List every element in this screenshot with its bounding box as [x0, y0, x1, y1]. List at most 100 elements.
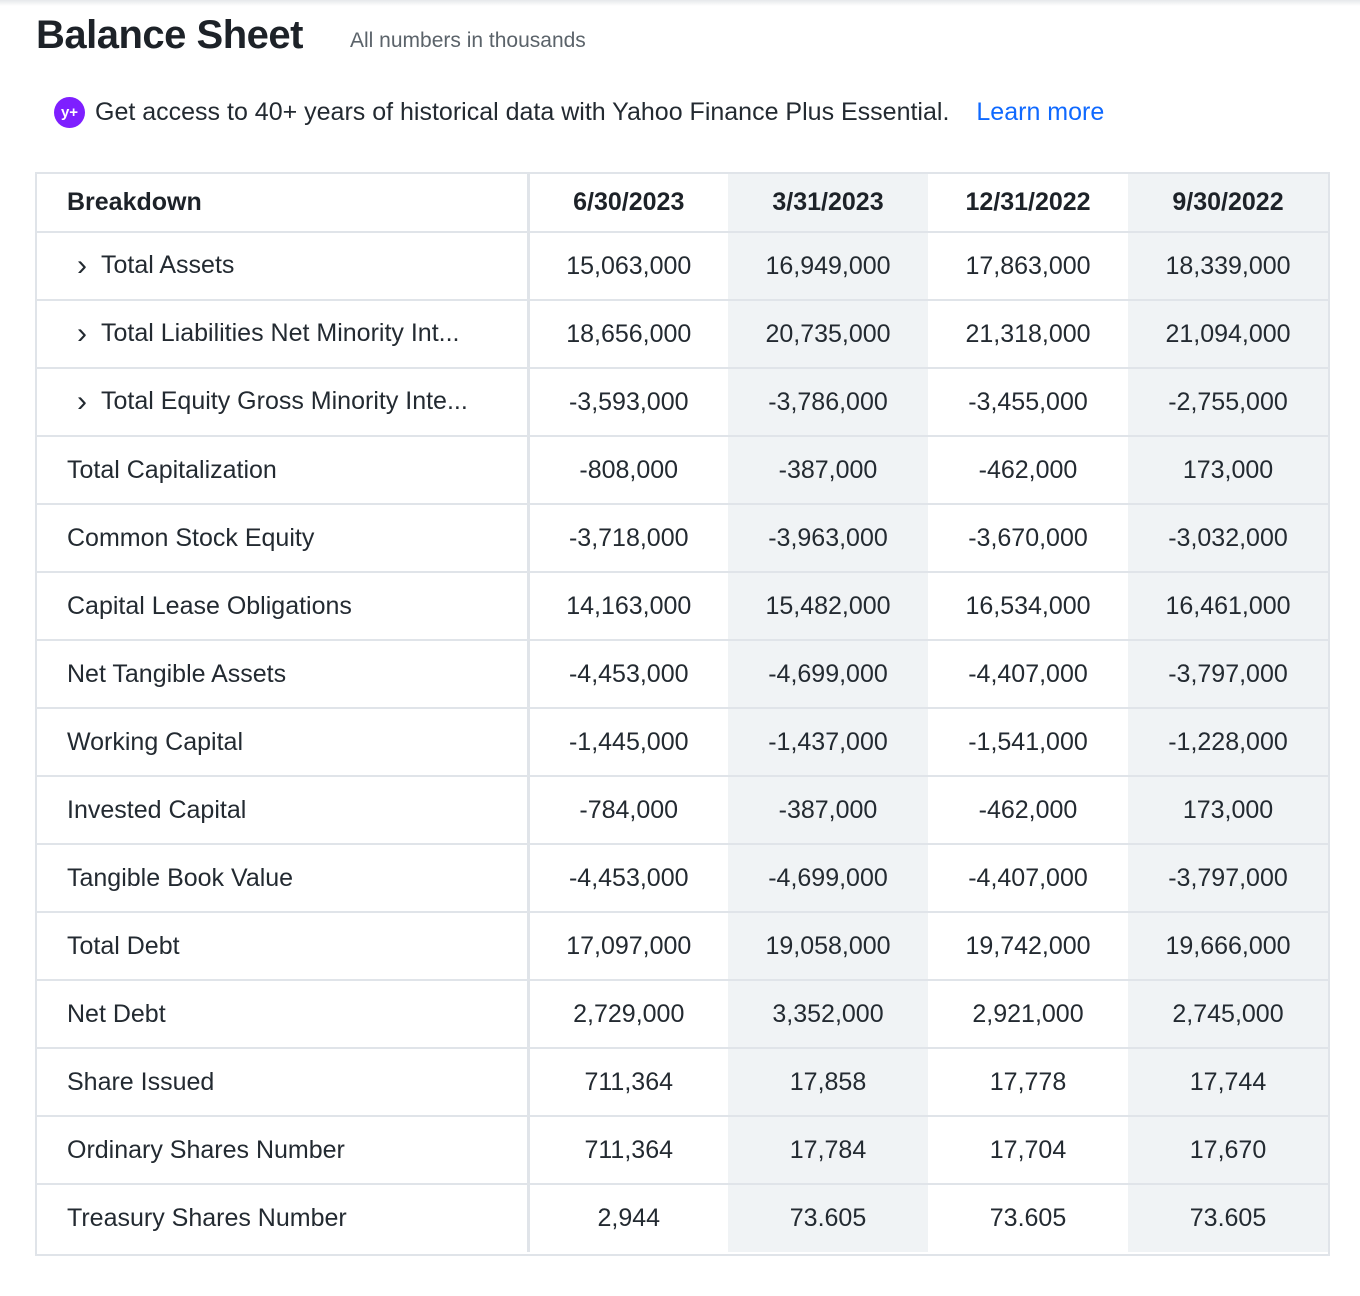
row-label: Tangible Book Value	[67, 863, 294, 892]
value-cell: 17,670	[1128, 1116, 1328, 1185]
value-cell: -4,453,000	[528, 844, 728, 913]
row-label: Net Tangible Assets	[67, 659, 287, 688]
units-note: All numbers in thousands	[350, 29, 586, 52]
value-cell: 2,944	[597, 1204, 661, 1232]
value-cell: -4,453,000	[528, 640, 728, 709]
value-cell: 16,461,000	[1128, 572, 1328, 641]
value-cell: 711,364	[528, 1116, 728, 1185]
table-row[interactable]: › Total Liabilities Net Minority Int... 18…	[37, 300, 1328, 369]
value-cell: 21,318,000	[928, 300, 1128, 369]
chevron-right-icon[interactable]: ›	[77, 317, 87, 350]
value-cell: 73.605	[1128, 1184, 1328, 1252]
value-cell: 19,666,000	[1128, 912, 1328, 981]
row-label-cell: Ordinary Shares Number	[37, 1116, 530, 1185]
row-label[interactable]: Total Equity Gross Minority Inte...	[101, 387, 468, 415]
upsell-banner: y+ Get access to 40+ years of historical…	[54, 94, 1104, 130]
value-cell: -387,000	[728, 436, 928, 505]
row-label-cell: Common Stock Equity	[37, 504, 530, 573]
row-label: Capital Lease Obligations	[67, 591, 352, 620]
column-header-date: 12/31/2022	[928, 174, 1128, 233]
value-cell: -4,699,000	[728, 844, 928, 913]
value-cell: 19,742,000	[928, 912, 1128, 981]
table-header-row: Breakdown 6/30/2023 3/31/2023 12/31/2022…	[37, 174, 1328, 233]
row-label-cell: Total Debt	[37, 912, 530, 981]
value-cell: -3,670,000	[928, 504, 1128, 573]
value-cell: -387,000	[728, 776, 928, 845]
table-row: Common Stock Equity -3,718,000 -3,963,000-…	[37, 504, 1328, 573]
row-label-cell[interactable]: › Total Liabilities Net Minority Int...	[37, 300, 530, 369]
value-cell: -1,437,000	[728, 708, 928, 777]
value-cell: -4,407,000	[928, 844, 1128, 913]
row-label: Net Debt	[67, 999, 166, 1028]
balance-sheet-table: Breakdown 6/30/2023 3/31/2023 12/31/2022…	[35, 172, 1330, 1256]
value-cell: -808,000	[528, 436, 728, 505]
learn-more-link[interactable]: Learn more	[976, 97, 1105, 126]
column-header-breakdown: Breakdown	[37, 174, 530, 233]
value-cell: -3,786,000	[728, 368, 928, 437]
table-row: Total Debt 17,097,000 19,058,000 19,742,000…	[37, 912, 1328, 981]
value-cell: -784,000	[528, 776, 728, 845]
value-cell: -1,445,000	[528, 708, 728, 777]
table-row: Capital Lease Obligations 14,163,000 15,48…	[37, 572, 1328, 641]
table-row[interactable]: › Total Assets 15,063,000 16,949,000 17,863,…	[37, 232, 1328, 301]
table-row: Invested Capital -784,000 -387,000 -462,000…	[37, 776, 1328, 845]
row-label: Working Capital	[67, 727, 244, 756]
value-cell: -2,755,000	[1128, 368, 1328, 437]
value-cell: -4,407,000	[928, 640, 1128, 709]
table-row: Working Capital -1,445,000 -1,437,000 -1,54…	[37, 708, 1328, 777]
row-label[interactable]: Total Liabilities Net Minority Int...	[101, 319, 460, 347]
value-cell: 16,949,000	[728, 232, 928, 301]
column-header-date: 9/30/2022	[1128, 174, 1328, 233]
row-label: Common Stock Equity	[67, 523, 315, 552]
value-cell: 16,534,000	[928, 572, 1128, 641]
row-label-cell: Net Debt	[37, 980, 530, 1049]
value-cell: 73.605	[728, 1184, 928, 1252]
value-cell: 18,339,000	[1128, 232, 1328, 301]
table-row[interactable]: › Total Equity Gross Minority Inte... -3,5…	[37, 368, 1328, 437]
value-cell: 2,921,000	[928, 980, 1128, 1049]
row-label-cell: Invested Capital	[37, 776, 530, 845]
table-row: Net Tangible Assets -4,453,000 -4,699,000-…	[37, 640, 1328, 709]
value-cell: 17,744	[1128, 1048, 1328, 1117]
table-row: Total Capitalization -808,000 -387,000 -462…	[37, 436, 1328, 505]
row-label: Treasury Shares Number	[67, 1204, 347, 1232]
value-cell: 2,729,000	[528, 980, 728, 1049]
value-cell: 2,745,000	[1128, 980, 1328, 1049]
row-label-cell: Share Issued	[37, 1048, 530, 1117]
value-cell: 17,858	[728, 1048, 928, 1117]
row-label-cell: Working Capital	[37, 708, 530, 777]
value-cell: -3,797,000	[1128, 640, 1328, 709]
value-cell: 18,656,000	[528, 300, 728, 369]
value-cell: -4,699,000	[728, 640, 928, 709]
row-label-cell: Total Capitalization	[37, 436, 530, 505]
value-cell: -1,541,000	[928, 708, 1128, 777]
value-cell: -3,963,000	[728, 504, 928, 573]
value-cell: 711,364	[528, 1048, 728, 1117]
value-cell: 17,784	[728, 1116, 928, 1185]
row-label: Invested Capital	[67, 795, 247, 824]
value-cell: -1,228,000	[1128, 708, 1328, 777]
row-label[interactable]: Total Assets	[101, 251, 235, 279]
row-label-cell: Net Tangible Assets	[37, 640, 530, 709]
chevron-right-icon[interactable]: ›	[77, 249, 87, 282]
chevron-right-icon[interactable]: ›	[77, 385, 87, 418]
row-label: Share Issued	[67, 1067, 215, 1096]
value-cell: 15,482,000	[728, 572, 928, 641]
row-label: Total Capitalization	[67, 455, 277, 484]
upsell-text: Get access to 40+ years of historical da…	[95, 97, 950, 126]
column-header-date: 6/30/2023	[528, 174, 728, 233]
table-row: Ordinary Shares Number 711,364 17,784 17,70…	[37, 1116, 1328, 1185]
value-cell: -3,718,000	[528, 504, 728, 573]
value-cell: 173,000	[1128, 776, 1328, 845]
value-cell: -3,797,000	[1128, 844, 1328, 913]
page-title: Balance Sheet	[36, 13, 303, 57]
table-row: Tangible Book Value -4,453,000 -4,699,000-…	[37, 844, 1328, 913]
row-label-cell[interactable]: › Total Equity Gross Minority Inte...	[37, 368, 530, 437]
row-label: Ordinary Shares Number	[67, 1135, 345, 1164]
value-cell: 17,778	[928, 1048, 1128, 1117]
row-label-cell[interactable]: › Total Assets	[37, 232, 530, 301]
value-cell: 73.605	[989, 1204, 1067, 1232]
table-row: Net Debt 2,729,000 3,352,000 2,921,000 2,745…	[37, 980, 1328, 1049]
row-label-cell: Treasury Shares Number	[37, 1184, 530, 1252]
row-label: Total Debt	[67, 931, 180, 960]
